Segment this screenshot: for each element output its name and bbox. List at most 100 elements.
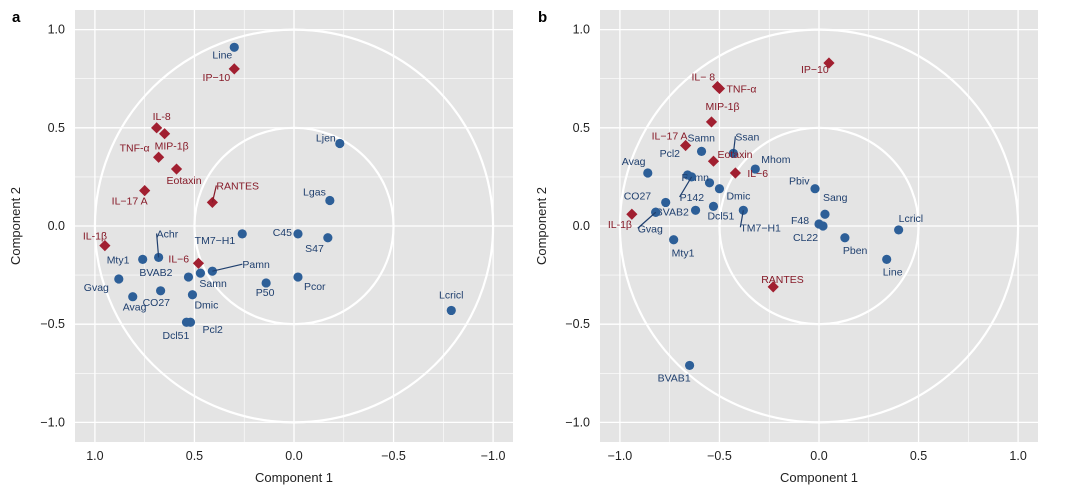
cytokine-point-tnf-alpha [153,151,165,163]
microbe-point-mty1-label: Mty1 [672,248,695,260]
microbe-point-bvab2 [183,272,194,282]
microbe-point-pamn [704,178,715,188]
microbe-point-s47 [323,233,333,243]
x-tick-label: 1.0 [1009,449,1026,463]
microbe-point-gvag-label: Gvag [84,282,109,294]
microbe-point-tm7-h1 [738,205,748,215]
microbe-point-line [229,42,239,52]
correlation-circle [618,28,1020,424]
microbe-point-dmic-label: Dmic [194,300,218,312]
microbe-point-pben-label: Pben [843,245,868,257]
microbe-point-c45 [293,229,303,239]
microbe-point-bvab1-label: BVAB1 [658,372,691,384]
microbe-point-dmic [714,184,725,194]
correlation-circles [93,28,495,424]
cytokine-point-ip-10 [228,63,240,75]
x-axis-title: Component 1 [780,470,858,485]
microbe-point-line [882,254,892,264]
panel-a: 1.0 0.5 0.0 −0.5 −1.0 1.0 0.5 0.0 −0.5 −1.0 Compon… [8,10,513,485]
microbe-point-samn [195,268,206,278]
microbe-point-p142-marker [690,205,701,215]
y-tick-label: 0.0 [573,219,590,233]
microbe-point-lcricl [894,225,904,235]
cytokine-point-il-8-label: IL-8 [153,111,171,123]
microbe-point-co27 [156,286,166,296]
microbe-point-pamn [207,266,217,276]
microbe-point-gvag-label: Gvag [638,223,663,235]
microbe-point-samn [696,146,707,156]
x-tick-label: 1.0 [86,449,103,463]
microbe-point-tm7-h1-label: TM7−H1 [195,235,236,247]
cytokine-point-il-1beta [626,208,638,220]
microbe-point-achr-label: Achr [157,228,179,240]
label-leader-line [679,176,693,198]
microbe-point-co27 [661,197,671,208]
microbe-point-p142 [686,172,697,182]
y-tick-label: −0.5 [40,317,65,331]
microbe-point-avag [643,168,653,178]
label-leader-line [637,211,657,229]
cytokine-point-il-8-label: IL− 8 [691,72,715,84]
microbe-point-sang [820,209,830,219]
label-leader-line [732,136,736,154]
microbe-point-dcl51-label: Dcl51 [707,210,734,222]
cytokine-point-mip-1beta [158,128,171,140]
label-leader-line [739,210,744,228]
microbe-point-f48-label: F48 [791,215,809,227]
y-tick-label: 1.0 [573,23,590,37]
cytokine-point-tnf-alpha [713,82,726,95]
microbe-point-pamn-label: Pamn [242,259,270,271]
y-tick-label: 0.5 [48,121,65,135]
microbe-point-avag-label: Avag [622,156,646,168]
cytokine-point-eotaxin-label: Eotaxin [717,149,752,161]
x-tick-label: 0.0 [810,449,827,463]
microbe-point-pbiv-label: Pbiv [789,176,810,188]
cytokine-point-mip-1beta-label: MIP-1β [705,101,739,113]
microbe-point-samn-label: Samn [688,132,716,144]
microbe-point-mhom-label: Mhom [761,154,790,166]
cytokine-point-il-8 [151,122,163,134]
microbe-point-pcl2-label: Pcl2 [660,148,681,160]
microbe-point-bvab1 [684,360,695,371]
microbe-point-pben [840,233,850,243]
x-tick-label: −1.0 [481,449,506,463]
cytokine-point-il-1beta [99,240,111,252]
cytokine-point-tnf-alpha-label: TNF-α [120,142,150,154]
correlation-circle [193,126,395,326]
microbe-point-pbiv [810,184,820,194]
microbe-point-pcor-label: Pcor [304,281,326,293]
microbe-point-lgas [325,195,335,206]
x-tick-label: −1.0 [608,449,633,463]
cytokine-point-eotaxin [170,163,183,175]
panel-letter-b: b [538,9,547,26]
cytokine-point-il-6 [192,257,205,269]
microbe-point-lcricl-label: Lcricl [899,213,924,225]
label-leader-line [156,233,160,258]
cytokine-point-il-17-a-label: IL−17 A [112,196,148,208]
microbe-point-samn-label: Samn [199,278,227,290]
cytokine-point-il-17-a [680,139,692,152]
cytokine-point-mip-1beta-label: MIP-1β [155,141,189,153]
cytokine-point-rantes-label: RANTES [216,180,259,192]
cytokine-point-il-17-a [139,185,151,197]
microbe-point-cl22 [818,221,828,231]
y-axis-title: Component 2 [534,187,549,265]
y-axis-title: Component 2 [8,187,23,265]
microbe-point-p142-label: P142 [680,192,705,204]
x-axis-title: Component 1 [255,470,333,485]
correlation-circles [618,28,1020,424]
microbe-point-dcl51-label: Dcl51 [162,330,189,342]
microbe-point-s47-label: S47 [305,243,324,255]
microbe-point-gvag [114,274,124,284]
cytokine-point-il-6-label: IL−6 [168,253,189,265]
cytokine-point-eotaxin [707,155,720,167]
microbe-point-sang-label: Sang [823,192,848,204]
microbe-point-pcl2-label: Pcl2 [202,324,223,336]
y-tick-label: 1.0 [48,23,65,37]
cytokine-point-il-1beta-label: IL-1β [608,219,632,231]
microbe-point-dmic-label: Dmic [726,191,750,203]
microbe-point-bvab2-label: BVAB2 [656,206,689,218]
label-leader-line [212,263,243,272]
microbe-point-tm7-h1-label: TM7−H1 [740,222,781,234]
